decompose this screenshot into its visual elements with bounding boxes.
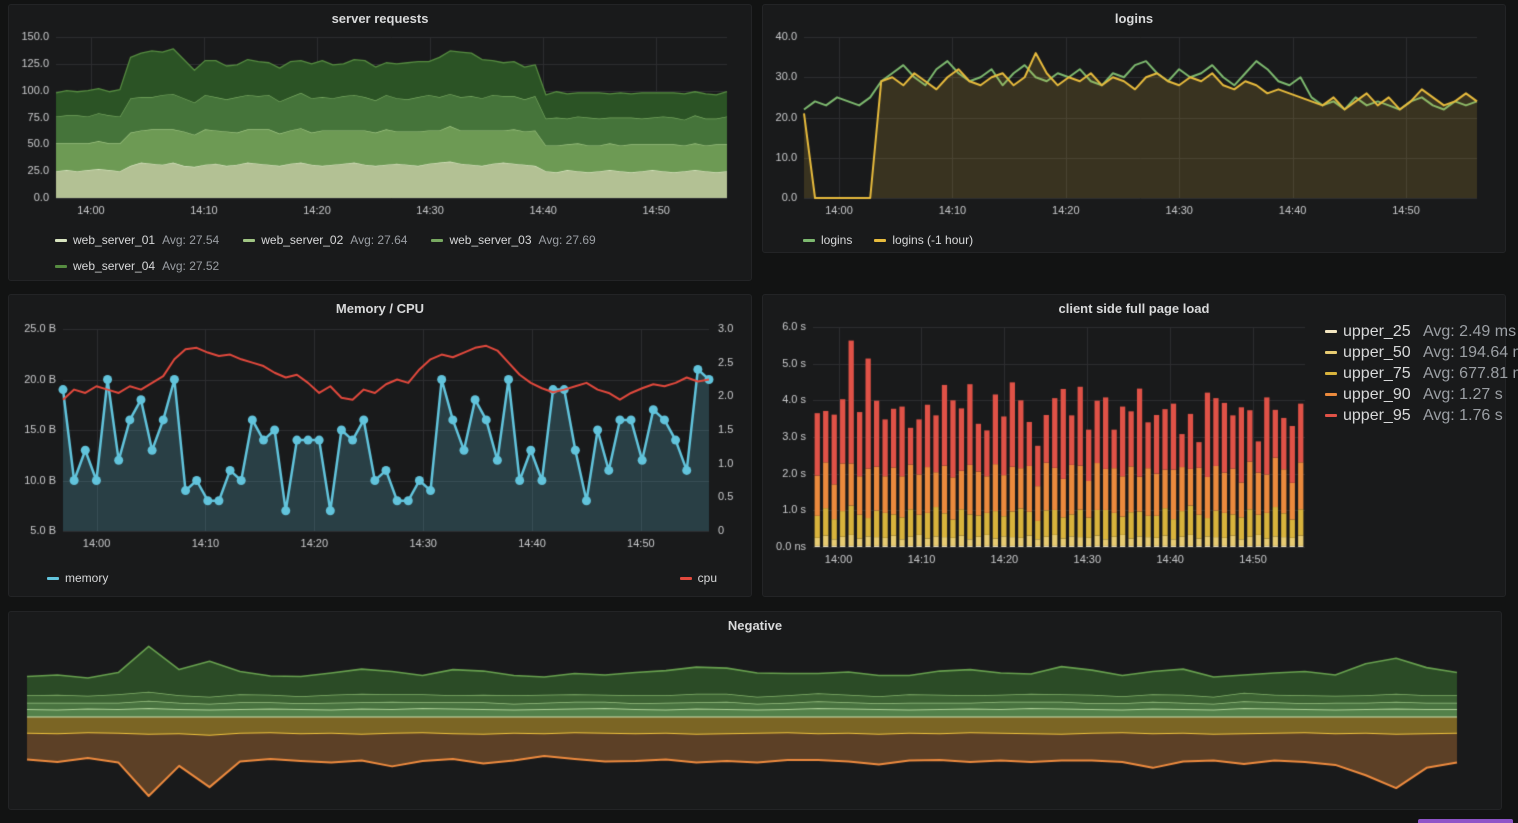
legend-item-upper-95[interactable]: upper_95 Avg: 1.76 s [1325,405,1518,426]
logins-chart-canvas[interactable] [767,25,1503,221]
panel-memory-cpu: Memory / CPU memory cpu [8,294,752,597]
legend-label: upper_90 [1343,385,1411,403]
legend-item-web-server-01[interactable]: web_server_01 Avg: 27.54 [55,233,219,247]
panel-title-memory-cpu[interactable]: Memory / CPU [335,301,425,316]
logins-swatch-icon [803,238,815,242]
legend-label: web_server_04 [73,259,156,273]
legend-avg: Avg: 2.49 ms [1423,322,1517,340]
legend-avg: Avg: 27.69 [538,233,596,247]
web-server-01-swatch-icon [55,238,67,242]
panel-title-logins[interactable]: logins [1114,11,1154,26]
legend-item-web-server-04[interactable]: web_server_04 Avg: 27.52 [55,259,219,273]
legend-item-upper-50[interactable]: upper_50 Avg: 194.64 ms [1325,342,1518,363]
legend-label: upper_25 [1343,322,1411,340]
legend-item-cpu[interactable]: cpu [679,571,717,585]
legend-label: upper_50 [1343,343,1411,361]
legend-avg: Avg: 677.81 ms [1423,364,1518,382]
legend-item-upper-75[interactable]: upper_75 Avg: 677.81 ms [1325,363,1518,384]
panel-logins: logins logins logins (-1 hour) [762,4,1506,253]
upper-50-swatch-icon [1325,351,1337,354]
legend-avg: Avg: 1.27 s [1423,385,1503,403]
memory-swatch-icon [47,576,59,580]
legend-item-logins[interactable]: logins [803,233,852,247]
panel-title-negative[interactable]: Negative [727,618,783,633]
upper-25-swatch-icon [1325,330,1337,333]
legend-label: web_server_01 [73,233,156,247]
purple-panel-fragment[interactable] [1418,819,1513,823]
legend-label: web_server_03 [449,233,532,247]
server-requests-legend-row-2: web_server_04 Avg: 27.52 [55,259,219,273]
legend-item-memory[interactable]: memory [47,571,108,585]
upper-95-swatch-icon [1325,414,1337,417]
legend-label: logins [821,233,853,247]
legend-item-upper-90[interactable]: upper_90 Avg: 1.27 s [1325,384,1518,405]
upper-75-swatch-icon [1325,372,1337,375]
legend-label: logins (-1 hour) [892,233,974,247]
legend-item-web-server-03[interactable]: web_server_03 Avg: 27.69 [431,233,596,247]
legend-item-upper-25[interactable]: upper_25 Avg: 2.49 ms [1325,321,1518,342]
legend-item-web-server-02[interactable]: web_server_02 Avg: 27.64 [243,233,407,247]
web-server-04-swatch-icon [55,264,67,268]
page-load-chart-canvas[interactable] [767,315,1503,585]
legend-label: upper_75 [1343,364,1411,382]
panel-title-server-requests[interactable]: server requests [331,11,429,26]
server-requests-legend-row-1: web_server_01 Avg: 27.54 web_server_02 A… [55,233,596,247]
legend-label: memory [65,571,109,585]
panel-negative: Negative [8,611,1502,810]
legend-avg: Avg: 27.64 [350,233,408,247]
negative-chart-canvas[interactable] [13,630,1499,806]
legend-avg: Avg: 194.64 ms [1423,343,1518,361]
web-server-03-swatch-icon [431,238,444,242]
legend-avg: Avg: 27.52 [162,259,220,273]
legend-label: upper_95 [1343,406,1411,424]
legend-avg: Avg: 1.76 s [1423,406,1503,424]
memory-cpu-chart-canvas[interactable] [13,315,749,567]
panel-page-load: client side full page load upper_25 Avg:… [762,294,1518,597]
legend-label: cpu [697,571,717,585]
panel-title-page-load[interactable]: client side full page load [1058,301,1210,316]
cpu-swatch-icon [679,576,692,580]
memory-cpu-legend: memory cpu [9,571,751,585]
upper-90-swatch-icon [1325,393,1337,396]
legend-item-logins-minus-1-hour[interactable]: logins (-1 hour) [874,233,973,247]
server-requests-chart-canvas[interactable] [13,25,749,221]
panel-server-requests: server requests web_server_01 Avg: 27.54… [8,4,752,281]
logins-legend: logins logins (-1 hour) [803,233,973,247]
legend-avg: Avg: 27.54 [162,233,220,247]
page-load-legend: upper_25 Avg: 2.49 ms upper_50 Avg: 194.… [1325,321,1518,426]
logins-minus-1-hour-swatch-icon [874,238,887,242]
legend-label: web_server_02 [261,233,344,247]
web-server-02-swatch-icon [243,238,256,242]
